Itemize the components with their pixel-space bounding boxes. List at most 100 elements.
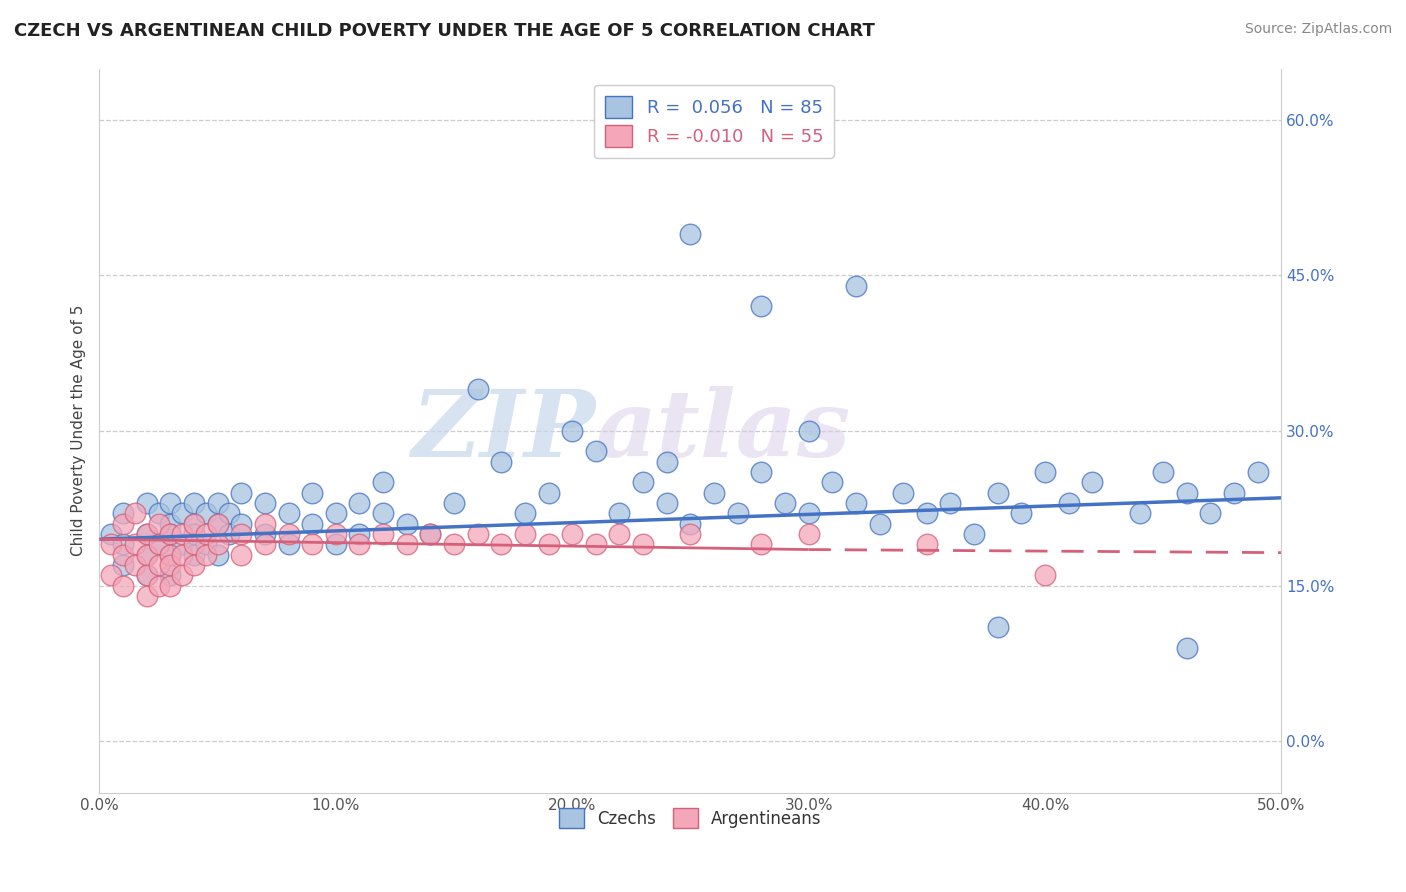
Point — [301, 485, 323, 500]
Point — [703, 485, 725, 500]
Point — [148, 506, 170, 520]
Point — [253, 527, 276, 541]
Point — [159, 496, 181, 510]
Point — [1152, 465, 1174, 479]
Point — [1175, 485, 1198, 500]
Point — [183, 496, 205, 510]
Point — [135, 496, 157, 510]
Point — [939, 496, 962, 510]
Point — [207, 537, 229, 551]
Point — [231, 527, 253, 541]
Text: ZIP: ZIP — [412, 385, 596, 475]
Point — [301, 537, 323, 551]
Point — [749, 537, 772, 551]
Point — [537, 537, 560, 551]
Point — [148, 537, 170, 551]
Point — [124, 506, 146, 520]
Point — [419, 527, 441, 541]
Point — [183, 548, 205, 562]
Point — [349, 537, 371, 551]
Point — [467, 382, 489, 396]
Text: Source: ZipAtlas.com: Source: ZipAtlas.com — [1244, 22, 1392, 37]
Point — [231, 548, 253, 562]
Point — [207, 548, 229, 562]
Point — [609, 527, 631, 541]
Point — [821, 475, 844, 490]
Point — [1199, 506, 1222, 520]
Point — [159, 527, 181, 541]
Point — [491, 455, 513, 469]
Point — [655, 496, 678, 510]
Point — [148, 537, 170, 551]
Point — [419, 527, 441, 541]
Point — [349, 496, 371, 510]
Point — [987, 485, 1010, 500]
Point — [325, 527, 347, 541]
Point — [148, 516, 170, 531]
Point — [183, 527, 205, 541]
Point — [207, 516, 229, 531]
Point — [112, 537, 135, 551]
Point — [371, 475, 394, 490]
Point — [443, 537, 465, 551]
Point — [679, 527, 702, 541]
Point — [1057, 496, 1080, 510]
Point — [159, 516, 181, 531]
Point — [537, 485, 560, 500]
Point — [183, 537, 205, 551]
Point — [277, 537, 299, 551]
Point — [277, 527, 299, 541]
Point — [349, 527, 371, 541]
Point — [253, 516, 276, 531]
Point — [491, 537, 513, 551]
Point — [845, 496, 868, 510]
Point — [915, 537, 938, 551]
Point — [609, 506, 631, 520]
Point — [797, 506, 820, 520]
Point — [194, 506, 217, 520]
Point — [325, 506, 347, 520]
Point — [749, 300, 772, 314]
Point — [112, 579, 135, 593]
Point — [218, 506, 240, 520]
Point — [159, 568, 181, 582]
Point — [207, 496, 229, 510]
Point — [231, 516, 253, 531]
Point — [1010, 506, 1032, 520]
Point — [1175, 640, 1198, 655]
Point — [561, 527, 583, 541]
Point — [371, 527, 394, 541]
Point — [253, 496, 276, 510]
Point — [135, 548, 157, 562]
Point — [172, 527, 194, 541]
Point — [183, 558, 205, 572]
Point — [915, 506, 938, 520]
Point — [1223, 485, 1246, 500]
Point — [159, 579, 181, 593]
Point — [135, 589, 157, 603]
Point — [371, 506, 394, 520]
Point — [325, 537, 347, 551]
Point — [1129, 506, 1152, 520]
Point — [172, 506, 194, 520]
Point — [797, 527, 820, 541]
Point — [395, 516, 418, 531]
Point — [159, 558, 181, 572]
Point — [467, 527, 489, 541]
Point — [891, 485, 914, 500]
Point — [112, 558, 135, 572]
Point — [987, 620, 1010, 634]
Point — [124, 537, 146, 551]
Point — [869, 516, 891, 531]
Point — [159, 548, 181, 562]
Point — [679, 227, 702, 241]
Point — [159, 527, 181, 541]
Point — [513, 506, 536, 520]
Point — [183, 516, 205, 531]
Point — [277, 506, 299, 520]
Point — [194, 537, 217, 551]
Point — [135, 568, 157, 582]
Point — [172, 537, 194, 551]
Point — [135, 527, 157, 541]
Point — [513, 527, 536, 541]
